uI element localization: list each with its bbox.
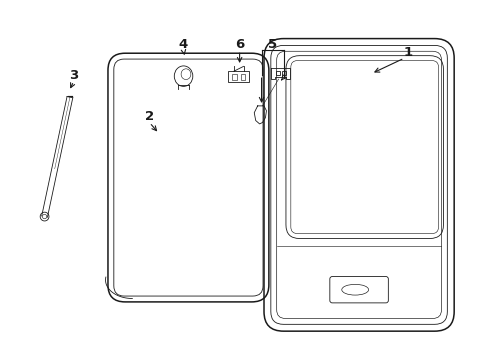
Text: 1: 1 <box>403 46 411 59</box>
Ellipse shape <box>40 212 49 221</box>
Bar <box>240 74 245 80</box>
Text: 2: 2 <box>144 110 154 123</box>
Text: 5: 5 <box>268 38 277 51</box>
Text: 3: 3 <box>69 69 78 82</box>
Bar <box>231 74 236 80</box>
Text: 6: 6 <box>235 38 244 51</box>
Bar <box>228 71 248 82</box>
Text: 4: 4 <box>179 38 188 51</box>
